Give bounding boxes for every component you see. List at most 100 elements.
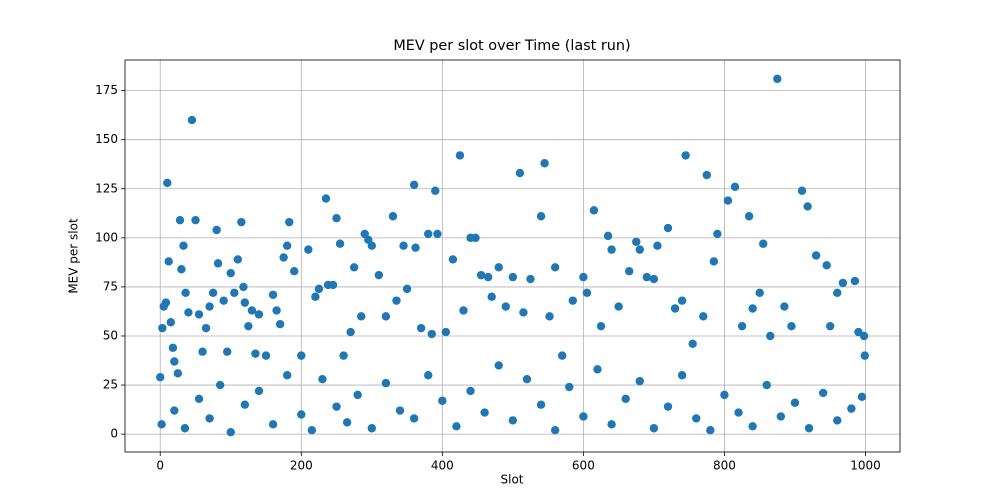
x-tick-label: 400 xyxy=(431,459,454,473)
point xyxy=(339,351,348,360)
point xyxy=(826,321,835,331)
point xyxy=(247,306,257,315)
point xyxy=(860,351,869,360)
point xyxy=(208,288,218,298)
point xyxy=(766,331,775,341)
point xyxy=(838,278,848,288)
point xyxy=(205,414,214,423)
point xyxy=(635,245,644,254)
point xyxy=(649,424,659,433)
point xyxy=(233,255,243,264)
point xyxy=(833,288,842,298)
point xyxy=(424,229,433,239)
point xyxy=(459,306,468,315)
point xyxy=(374,270,384,280)
point xyxy=(240,400,250,409)
point xyxy=(275,320,285,329)
point xyxy=(402,284,412,294)
point xyxy=(677,371,687,380)
point xyxy=(175,215,185,225)
point xyxy=(596,321,606,331)
point xyxy=(416,323,426,333)
point xyxy=(744,212,754,221)
point xyxy=(723,196,733,205)
point xyxy=(427,329,436,339)
point xyxy=(164,257,173,266)
point xyxy=(357,312,366,321)
point xyxy=(818,388,828,398)
point xyxy=(230,288,239,298)
point xyxy=(381,312,391,321)
point xyxy=(212,225,221,235)
point xyxy=(213,259,223,268)
point xyxy=(261,351,271,360)
point xyxy=(709,257,719,266)
point xyxy=(251,349,260,358)
point xyxy=(180,424,190,433)
y-tick-label: 150 xyxy=(95,132,118,146)
point xyxy=(803,202,812,211)
point xyxy=(773,74,782,84)
point xyxy=(170,406,179,415)
point xyxy=(342,418,352,427)
x-tick-label: 800 xyxy=(713,459,736,473)
point xyxy=(589,206,599,215)
point xyxy=(688,339,697,349)
plot-frame xyxy=(124,59,901,453)
y-axis-label: MEV per slot xyxy=(67,218,81,294)
point xyxy=(780,302,789,311)
point xyxy=(603,231,613,241)
point xyxy=(642,272,652,282)
point xyxy=(381,378,391,388)
point xyxy=(847,404,856,413)
point xyxy=(311,292,320,301)
point xyxy=(318,374,327,384)
point xyxy=(191,215,200,225)
point xyxy=(332,402,341,411)
point xyxy=(850,276,860,286)
point xyxy=(452,422,461,431)
point xyxy=(558,351,567,360)
point xyxy=(494,361,503,370)
point xyxy=(522,374,532,384)
point xyxy=(670,304,680,313)
point xyxy=(314,284,324,294)
point xyxy=(579,272,588,282)
point xyxy=(508,416,518,425)
point xyxy=(501,302,511,311)
y-tick-label: 75 xyxy=(103,279,118,293)
point xyxy=(632,237,641,246)
y-tick-label: 100 xyxy=(95,230,118,244)
point xyxy=(607,245,616,254)
point xyxy=(706,426,715,435)
point xyxy=(166,318,176,327)
point xyxy=(244,321,253,331)
point xyxy=(163,178,172,188)
point xyxy=(239,282,248,292)
point xyxy=(205,302,214,311)
point xyxy=(409,414,419,423)
point xyxy=(170,357,179,366)
point xyxy=(519,308,528,317)
point xyxy=(797,186,807,195)
point xyxy=(181,288,190,298)
point xyxy=(438,396,447,405)
chart-title: MEV per slot over Time (last run) xyxy=(393,38,630,54)
point xyxy=(431,186,440,195)
point xyxy=(625,267,634,276)
point xyxy=(593,365,602,374)
point xyxy=(540,159,549,168)
point xyxy=(515,168,525,178)
point xyxy=(494,263,503,272)
point xyxy=(297,351,306,360)
point xyxy=(607,420,616,429)
point xyxy=(582,288,592,298)
point xyxy=(811,251,821,260)
point xyxy=(226,427,235,437)
point xyxy=(282,241,292,250)
point xyxy=(194,310,204,319)
point xyxy=(759,239,768,248)
x-tick-label: 600 xyxy=(572,459,595,473)
point xyxy=(483,272,493,282)
